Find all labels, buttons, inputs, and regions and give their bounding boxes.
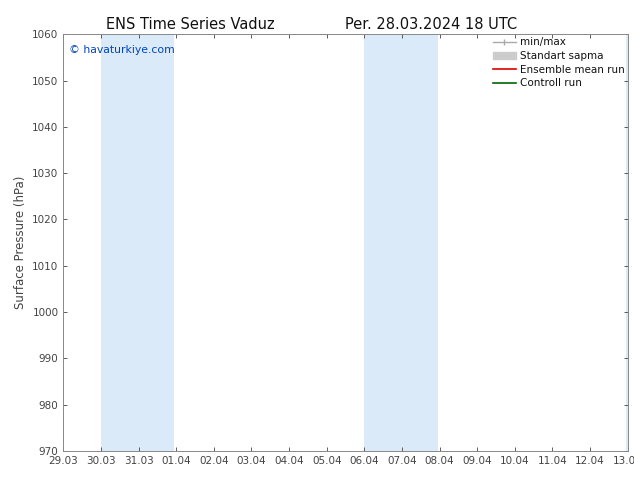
Bar [101,34,174,451]
Bar [365,34,437,451]
Text: © havaturkiye.com: © havaturkiye.com [69,45,175,55]
Text: ENS Time Series Vaduz: ENS Time Series Vaduz [106,17,275,32]
Text: Per. 28.03.2024 18 UTC: Per. 28.03.2024 18 UTC [345,17,517,32]
Bar [626,34,634,451]
Y-axis label: Surface Pressure (hPa): Surface Pressure (hPa) [14,176,27,309]
Legend: min/max, Standart sapma, Ensemble mean run, Controll run: min/max, Standart sapma, Ensemble mean r… [491,35,626,91]
